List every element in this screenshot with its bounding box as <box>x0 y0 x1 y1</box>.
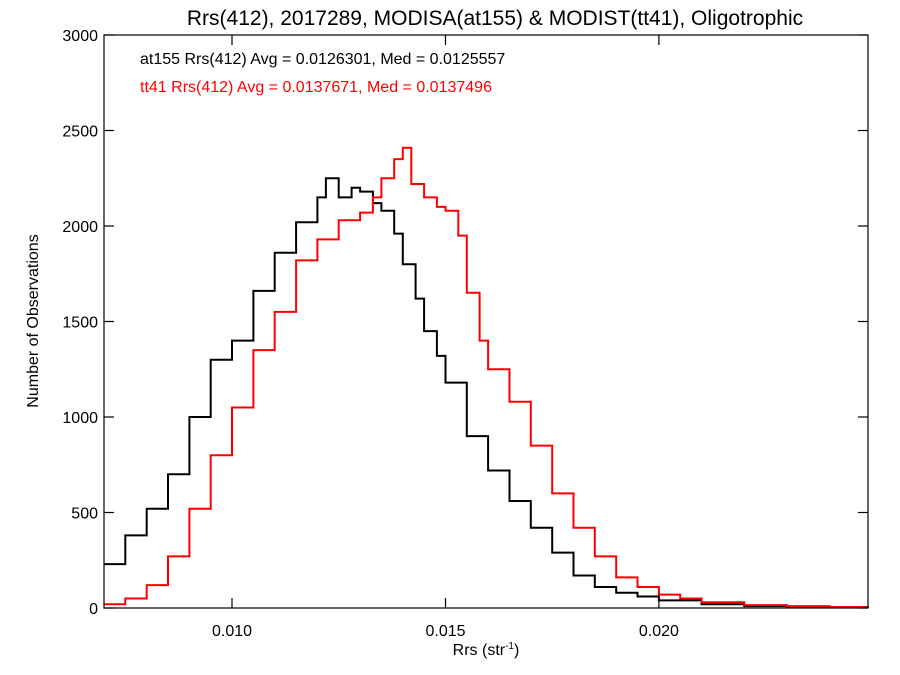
series-line-tt41 <box>104 146 869 608</box>
x-axis-label-exponent: -1 <box>505 641 514 652</box>
y-tick-label-3: 1500 <box>62 315 98 332</box>
y-tick-label-6: 3000 <box>62 28 98 45</box>
y-tick-label-5: 2500 <box>62 124 98 141</box>
y-tick-label-1: 500 <box>71 506 98 523</box>
x-tick-label-1: 0.015 <box>425 623 465 640</box>
legend-entry-tt41: tt41 Rrs(412) Avg = 0.0137671, Med = 0.0… <box>140 79 492 96</box>
chart-title: Rrs(412), 2017289, MODISA(at155) & MODIS… <box>187 7 803 30</box>
x-axis-label-end: ) <box>514 642 519 659</box>
x-axis-label: Rrs (str-1) <box>453 641 520 659</box>
y-axis-label: Number of Observations <box>25 234 42 407</box>
y-tick-label-0: 0 <box>89 601 98 618</box>
legend-entry-at155: at155 Rrs(412) Avg = 0.0126301, Med = 0.… <box>140 51 505 68</box>
y-tick-label-4: 2000 <box>62 219 98 236</box>
x-tick-label-0: 0.010 <box>212 623 252 640</box>
series-line-at155 <box>104 177 869 609</box>
ticks-layer: 0.010 0.015 0.020 0 500 1000 1500 2000 2500 3000 <box>62 28 868 640</box>
series-layer <box>104 146 869 609</box>
x-axis-label-text: Rrs (str <box>453 642 506 659</box>
x-tick-label-2: 0.020 <box>639 623 679 640</box>
y-tick-label-2: 1000 <box>62 410 98 427</box>
